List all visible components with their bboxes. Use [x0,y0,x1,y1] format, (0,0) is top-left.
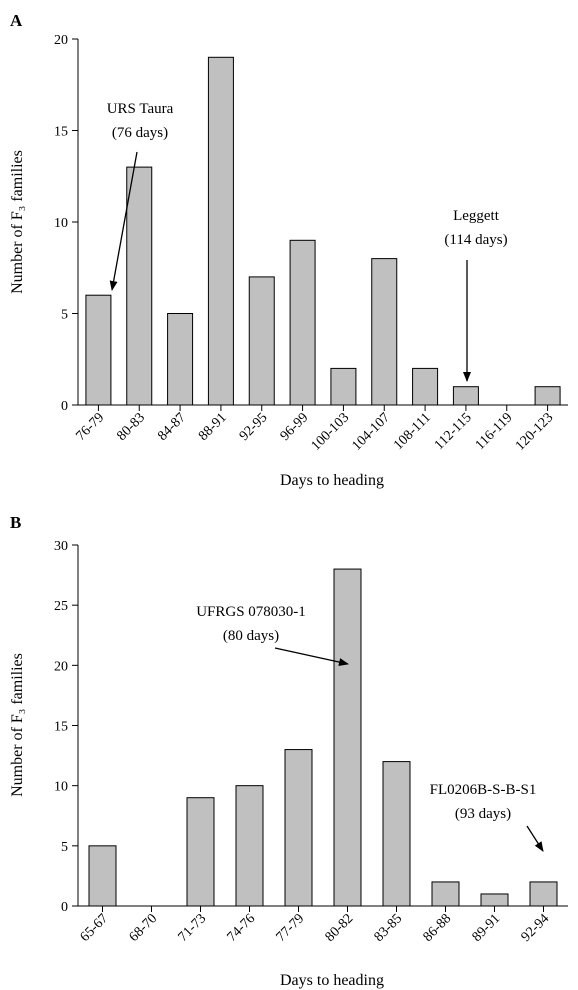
bar [88,845,117,907]
bar [248,276,275,406]
bar [126,166,153,406]
bar [480,893,509,907]
x-tick-label: 83-85 [372,911,406,945]
x-tick-label: 68-70 [127,911,161,945]
y-tick-label: 20 [54,659,68,674]
bar [529,881,558,907]
annotation-days: (93 days) [455,806,511,822]
y-tick-label: 30 [54,539,68,554]
x-tick-label: 86-88 [421,911,455,945]
bar [284,749,313,907]
y-tick-label: 10 [54,780,68,795]
y-tick-label: 0 [61,900,68,915]
bar [412,367,439,406]
x-tick-label: 108-111 [391,410,434,453]
annotation-name: FL0206B-S-B-S1 [430,782,537,798]
annotation-arrow [109,151,138,291]
annotation-days: (76 days) [112,125,168,141]
bar [235,785,264,907]
bar [371,258,398,406]
y-tick-label: 10 [54,216,68,231]
x-tick-label: 80-82 [323,911,357,945]
y-tick-label: 25 [54,599,68,614]
x-tick-label: 74-76 [225,911,259,945]
x-tick-label: 96-99 [278,410,312,444]
x-tick-label: 104-107 [349,410,393,454]
bar [186,797,215,907]
bar [85,294,112,406]
y-tick-label: 5 [61,840,68,855]
y-tick-label: 5 [61,308,68,323]
bar [333,568,362,907]
x-tick-label: 92-94 [519,911,553,945]
x-tick-label: 88-91 [196,410,230,444]
x-tick-label: 100-103 [309,410,353,454]
chart-panel-b: B 0 5 10 15 20 25 30 65-67 68-70 71-73 74-76 77-79 80… [9,513,568,989]
bar [534,386,561,406]
x-axis-title: Days to heading [280,472,384,489]
bar [382,761,411,907]
panel-label: A [10,11,23,30]
y-axis-title: Number of F₃ families [9,653,26,797]
y-tick-label: 0 [61,399,68,414]
x-tick-label: 77-79 [274,911,308,945]
x-tick-label: 89-91 [470,911,504,945]
y-tick-label: 15 [54,720,68,735]
bar [431,881,460,907]
x-tick-label: 65-67 [78,911,112,945]
bar [330,367,357,406]
x-tick-label: 112-115 [432,410,475,453]
x-axis-title: Days to heading [280,972,384,989]
annotation-days: (114 days) [444,232,507,248]
bar [289,239,316,406]
annotation-arrow [274,647,349,666]
x-tick-label: 71-73 [176,911,210,945]
annotation-name: URS Taura [107,101,174,117]
panel-label: B [10,513,21,532]
annotation-days: (80 days) [223,628,279,644]
x-tick-label: 80-83 [114,410,148,444]
annotation-arrow [526,825,544,852]
bar [167,313,194,406]
x-tick-label: 76-79 [74,410,108,444]
bar [207,56,234,406]
x-tick-label: 120-123 [513,410,557,454]
y-tick-label: 15 [54,125,68,140]
bar [452,386,479,406]
y-axis-title: Number of F₃ families [9,150,26,294]
x-tick-label: 116-119 [473,410,516,453]
annotation-name: Leggett [453,208,500,224]
annotation-name: UFRGS 078030-1 [196,604,306,620]
x-tick-label: 92-95 [237,410,271,444]
x-tick-label: 84-87 [155,410,189,444]
y-tick-label: 20 [54,33,68,48]
